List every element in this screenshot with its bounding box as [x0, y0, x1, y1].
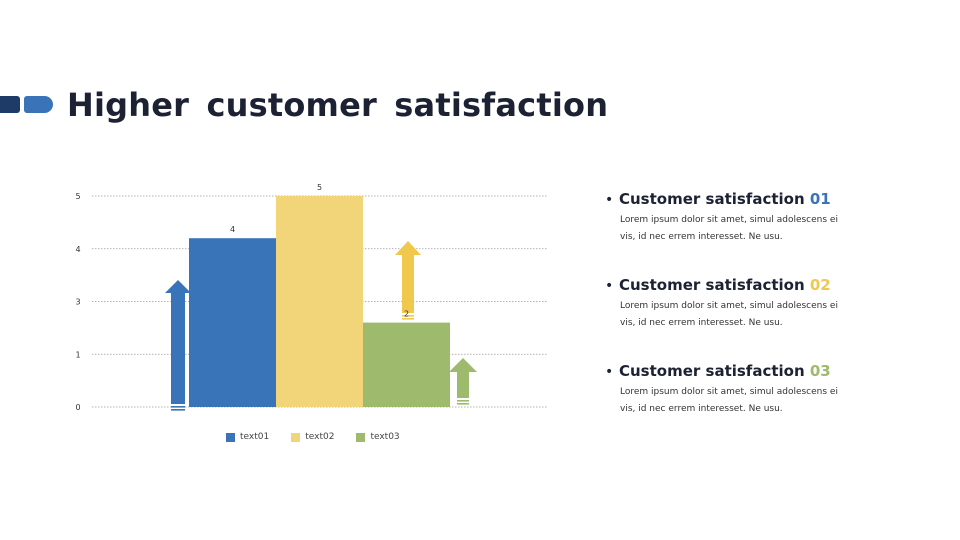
legend-swatch-text02: [291, 432, 301, 442]
bar-text01: [189, 238, 276, 407]
point-number: 03: [809, 362, 831, 380]
title-accent-pill: [24, 96, 53, 113]
data-label-text01: 4: [230, 225, 235, 234]
yellow-arrow-icon: [395, 241, 421, 313]
green-arrow-icon-stripe: [457, 403, 469, 405]
y-tick-label: 3: [75, 298, 80, 307]
legend-item-text03: text03: [356, 432, 400, 442]
legend-label-text03: text03: [370, 432, 400, 442]
legend-swatch-text01: [226, 432, 235, 442]
point-number: 01: [809, 190, 831, 208]
legend-swatch-text03: [356, 432, 366, 442]
y-tick-label: 1: [75, 350, 80, 359]
green-arrow-icon: [449, 358, 477, 398]
point-body: Lorem ipsum dolor sit amet, simul adoles…: [620, 215, 838, 242]
point-03: • Customer satisfaction 03 Lorem ipsum d…: [605, 362, 855, 448]
legend-item-text02: text02: [291, 432, 334, 442]
bullet-icon: •: [605, 278, 614, 294]
point-body: Lorem ipsum dolor sit amet, simul adoles…: [620, 301, 838, 328]
green-arrow-icon-stripe: [457, 400, 469, 402]
y-tick-label: 0: [75, 403, 80, 412]
point-heading-text: Customer satisfaction: [619, 190, 805, 208]
title-accent-block: [0, 96, 20, 113]
point-heading-text: Customer satisfaction: [619, 362, 805, 380]
point-body: Lorem ipsum dolor sit amet, simul adoles…: [620, 387, 838, 414]
page-title: Higher customer satisfaction: [67, 86, 609, 124]
yellow-arrow-icon-stripe: [402, 315, 414, 317]
y-tick-label: 5: [75, 192, 80, 201]
point-heading: Customer satisfaction 03: [619, 362, 831, 380]
bullet-icon: •: [605, 364, 614, 380]
point-heading: Customer satisfaction 02: [619, 276, 831, 294]
bar-text02: [276, 196, 363, 407]
blue-arrow-icon-stripe: [171, 409, 185, 411]
bullet-icon: •: [605, 192, 614, 208]
point-heading: Customer satisfaction 01: [619, 190, 831, 208]
legend-label-text02: text02: [305, 432, 335, 442]
y-tick-label: 4: [75, 245, 80, 254]
data-label-text03: 2: [404, 310, 409, 319]
blue-arrow-icon-stripe: [171, 406, 185, 408]
blue-arrow-icon: [165, 280, 191, 404]
yellow-arrow-icon-stripe: [402, 318, 414, 320]
point-01: • Customer satisfaction 01 Lorem ipsum d…: [605, 190, 855, 276]
legend-item-text01: text01: [226, 432, 269, 442]
bar-text03: [363, 322, 450, 407]
point-heading-text: Customer satisfaction: [619, 276, 805, 294]
point-number: 02: [809, 276, 831, 294]
point-02: • Customer satisfaction 02 Lorem ipsum d…: [605, 276, 855, 362]
satisfaction-points: • Customer satisfaction 01 Lorem ipsum d…: [605, 190, 855, 448]
chart-legend: text01 text02 text03: [226, 432, 400, 442]
legend-label-text01: text01: [240, 432, 270, 442]
data-label-text02: 5: [317, 183, 322, 192]
